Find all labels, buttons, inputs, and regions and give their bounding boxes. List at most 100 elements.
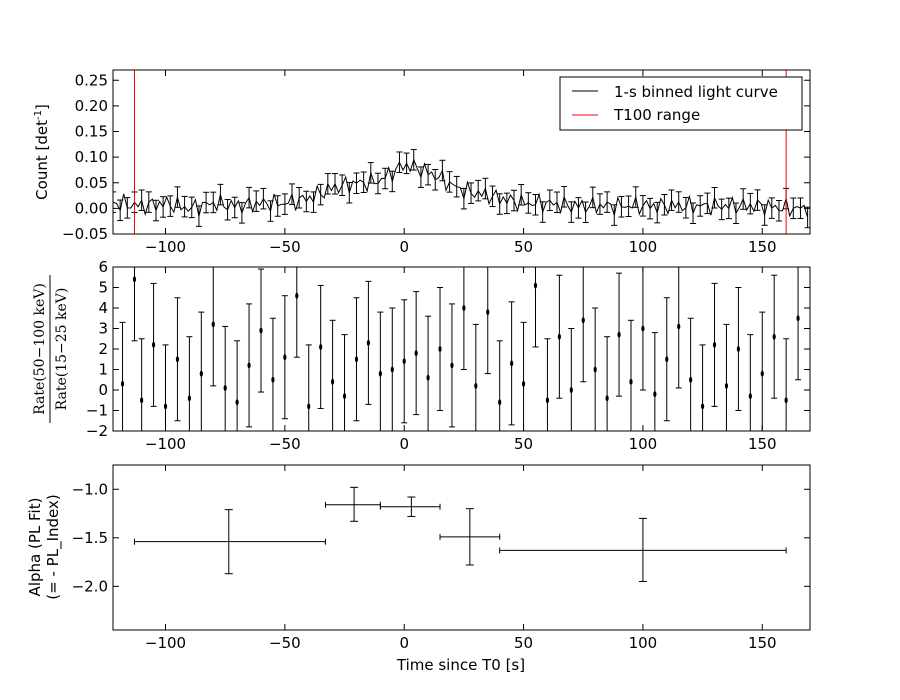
ratio-point [569, 387, 573, 393]
ratio-point [617, 331, 621, 338]
ratio-point [175, 356, 180, 363]
x-tick-label: 0 [399, 435, 409, 453]
ratio-point [653, 391, 657, 398]
ratio-point [593, 366, 597, 373]
alpha-ylabel-line2: (= - PL_Index) [44, 494, 63, 599]
ratio-point [450, 362, 454, 369]
y-tick-label: 0 [98, 381, 108, 399]
ratio-point [629, 378, 633, 385]
y-tick-label: −1 [86, 402, 108, 420]
ratio-point [641, 325, 645, 332]
plot-area [113, 70, 810, 234]
alpha-axes-frame [112, 464, 811, 631]
ratio-point [163, 403, 168, 410]
ratio-point [295, 292, 299, 299]
legend-label-t100: T100 range [613, 106, 700, 124]
ratio-point [307, 403, 311, 410]
x-tick-label: −50 [269, 238, 301, 256]
ratio-point [140, 397, 144, 404]
y-tick-label: −1.0 [72, 480, 108, 498]
plot-area [133, 486, 787, 582]
ratio-point [474, 382, 478, 389]
ratio-point [259, 327, 263, 334]
y-tick-label: 0.20 [75, 97, 108, 115]
x-tick-label: 50 [514, 634, 533, 652]
x-tick-label: 0 [399, 238, 409, 256]
y-tick-label: 2 [98, 340, 108, 358]
x-tick-label: 0 [399, 634, 409, 652]
light-curve-data [113, 70, 810, 234]
ratio-point [354, 356, 359, 363]
ratio-point [760, 370, 764, 377]
ratio-point [271, 376, 275, 383]
legend: 1-s binned light curve T100 range [559, 76, 803, 131]
x-tick-label: 100 [629, 435, 658, 453]
x-tick-label: −50 [269, 435, 301, 453]
y-tick-label: 5 [98, 279, 108, 297]
ratio-point [151, 341, 156, 348]
x-tick-label: −50 [269, 634, 301, 652]
y-tick-label: 3 [98, 320, 108, 338]
ratio-point [283, 354, 287, 361]
light-curve-ticks: −100 −50 0 50 100 150 −0.05 0.00 0.05 0.10 0.15 0.2… [62, 70, 810, 256]
ratio-point [521, 380, 526, 387]
x-tick-label: 150 [748, 634, 777, 652]
ratio-point [545, 397, 550, 404]
ratio-point [665, 356, 669, 363]
y-tick-label: −2 [86, 422, 108, 440]
ylabel-denominator: Rate(15−25 keV) [54, 288, 70, 411]
ratio-point [557, 333, 561, 340]
y-tick-label: −1.5 [72, 529, 108, 547]
y-tick-label: 1 [98, 361, 108, 379]
panel-hardness-ratio: −100 −50 0 50 100 150 −2 −1 0 1 2 3 4 5 6 Rate(50−100 … [32, 258, 811, 453]
ratio-point [581, 317, 585, 324]
ratio-point [247, 362, 251, 369]
x-tick-label: 100 [629, 634, 658, 652]
light-curve-axes-frame [112, 69, 811, 235]
y-tick-label: 0.25 [75, 71, 108, 89]
x-tick-label: −100 [145, 238, 186, 256]
y-tick-label: 0.05 [75, 174, 108, 192]
ratio-point [342, 393, 347, 400]
ratio-point [199, 370, 203, 377]
light-curve-line [113, 158, 809, 218]
hardness-ratio-ylabel: Rate(50−100 keV) Rate(15−25 keV) [32, 275, 70, 423]
hardness-ratio-ticks: −100 −50 0 50 100 150 −2 −1 0 1 2 3 4 5 6 [86, 258, 810, 453]
alpha-data [133, 486, 787, 582]
ratio-point [414, 350, 418, 357]
ratio-point [486, 309, 490, 316]
y-tick-label: 0.10 [75, 148, 108, 166]
x-tick-label: 100 [629, 238, 658, 256]
ratio-point [319, 343, 323, 350]
ratio-point [120, 380, 125, 387]
ratio-point [772, 333, 776, 340]
x-tick-label: −100 [145, 634, 186, 652]
ratio-point [533, 282, 538, 289]
ratio-point [605, 395, 609, 402]
ratio-point [510, 360, 514, 367]
ratio-point [796, 315, 800, 322]
y-tick-label: −2.0 [72, 577, 108, 595]
x-tick-label: 50 [514, 238, 533, 256]
ylabel-main: Count [det [33, 120, 51, 200]
ylabel-end: ] [33, 104, 51, 110]
ratio-point [462, 305, 466, 311]
ratio-point [498, 399, 502, 406]
ratio-point [689, 376, 693, 383]
ratio-point [748, 393, 752, 400]
y-tick-label: −0.05 [62, 225, 108, 243]
ratio-point [426, 374, 430, 381]
y-tick-label: 0.15 [75, 123, 108, 141]
ratio-point [736, 346, 740, 352]
legend-label-light-curve: 1-s binned light curve [614, 83, 778, 101]
ratio-point [784, 397, 788, 404]
x-tick-label: −100 [145, 435, 186, 453]
hardness-ratio-data [119, 267, 802, 431]
ratio-point [132, 276, 137, 283]
x-tick-label: 150 [748, 435, 777, 453]
panel-alpha: −100 −50 0 50 100 150 −2.0 −1.5 −1.0 Alpha (PL F… [26, 464, 811, 674]
x-tick-label: 50 [514, 435, 533, 453]
ylabel-superscript: -1 [33, 110, 44, 120]
ratio-point [438, 346, 442, 352]
